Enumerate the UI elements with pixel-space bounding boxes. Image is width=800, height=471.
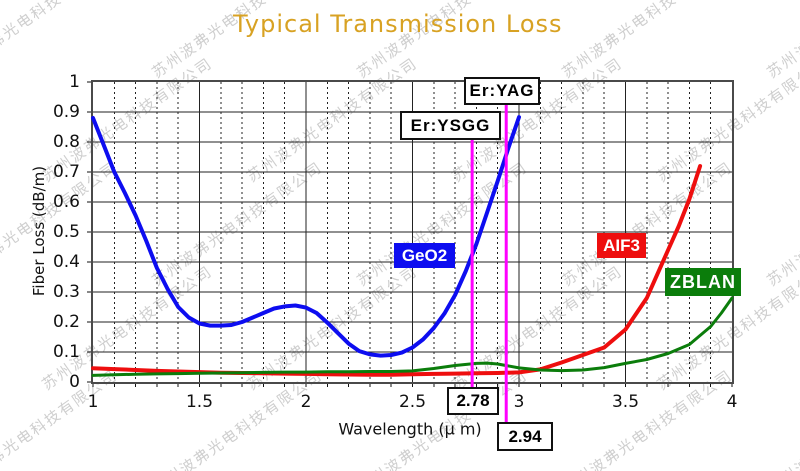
curve-geo2 (91, 115, 521, 358)
annotation-er-yag: Er:YAG (464, 77, 540, 105)
y-tick-label: 1 (69, 72, 80, 92)
series-label-aif3: AIF3 (597, 233, 646, 258)
y-tick-label: 0.1 (52, 342, 80, 362)
marker-value-2-78: 2.78 (447, 387, 499, 415)
x-axis-title: Wavelength (μ m) (338, 419, 482, 439)
x-tick-label: 1 (87, 392, 99, 412)
y-tick-label: 0.3 (52, 282, 80, 302)
y-tick-label: 0.8 (52, 132, 80, 152)
x-tick-label: 3 (513, 392, 525, 412)
x-tick-label: 3.5 (611, 392, 640, 412)
x-tick-label: 4 (726, 392, 738, 412)
y-tick-label: 0 (69, 372, 80, 392)
marker-value-2-94: 2.94 (497, 422, 553, 451)
series-label-zblan: ZBLAN (665, 268, 741, 296)
y-tick-label: 0.4 (52, 252, 80, 272)
curve-zblan (91, 296, 734, 377)
y-tick-label: 0.7 (52, 162, 80, 182)
y-tick-label: 0.2 (52, 312, 80, 332)
curve-aif3 (91, 164, 703, 377)
series-label-geo2: GeO2 (394, 243, 455, 268)
x-tick-label: 2 (300, 392, 312, 412)
y-tick-label: 0.6 (52, 192, 80, 212)
plot-border (91, 80, 734, 384)
y-tick-label: 0.5 (52, 222, 80, 242)
x-tick-label: 1.5 (185, 392, 214, 412)
y-tick-label: 0.9 (52, 102, 80, 122)
chart-title: Typical Transmission Loss (233, 10, 563, 38)
annotation-er-ysgg: Er:YSGG (400, 111, 501, 140)
x-tick-label: 2.5 (398, 392, 427, 412)
